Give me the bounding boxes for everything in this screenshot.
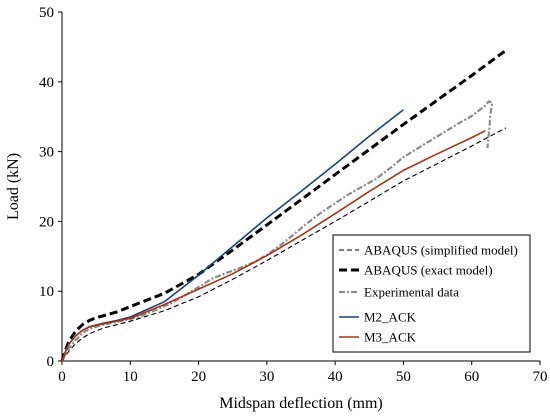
series-lines [60, 49, 507, 362]
y-tick-label: 10 [39, 284, 54, 300]
x-tick-label: 10 [123, 369, 138, 385]
y-axis-title: Load (kN) [5, 153, 22, 220]
y-tick-label: 0 [47, 354, 55, 370]
y-tick-label: 20 [39, 214, 54, 230]
series-line-m3-ack [61, 129, 486, 362]
x-axis-title: Midspan deflection (mm) [219, 395, 383, 412]
x-tick-label: 50 [396, 369, 411, 385]
series-line-abaqus-simplified-model [61, 127, 507, 362]
x-tick-label: 40 [328, 369, 343, 385]
series-line-abaqus-exact-model [60, 49, 507, 362]
legend-box [332, 234, 531, 353]
y-tick-label: 50 [39, 5, 54, 21]
y-tick-label: 30 [39, 145, 54, 161]
legend-label-m2-ack: M2_ACK [364, 310, 417, 325]
legend-label-m3-ack: M3_ACK [364, 330, 417, 345]
x-tick-label: 60 [464, 369, 479, 385]
legend-label-abaqus-exact-model: ABAQUS (exact model) [364, 263, 493, 278]
legend-label-abaqus-simplified-model: ABAQUS (simplified model) [364, 243, 518, 258]
x-tick-label: 0 [58, 369, 66, 385]
x-tick-label: 20 [191, 369, 206, 385]
y-ticks: 0 10 20 30 40 50 [39, 5, 62, 370]
legend-items: ABAQUS (simplified model) ABAQUS (exact m… [339, 243, 518, 345]
x-ticks: 0 10 20 30 40 50 60 70 [58, 361, 548, 385]
legend-label-experimental-data: Experimental data [364, 285, 459, 300]
x-tick-label: 70 [533, 369, 548, 385]
x-tick-label: 30 [259, 369, 274, 385]
axes: 0 10 20 30 40 50 60 70 0 10 20 30 40 50 [39, 5, 548, 385]
y-tick-label: 40 [39, 75, 54, 91]
legend: ABAQUS (simplified model) ABAQUS (exact m… [332, 234, 531, 353]
